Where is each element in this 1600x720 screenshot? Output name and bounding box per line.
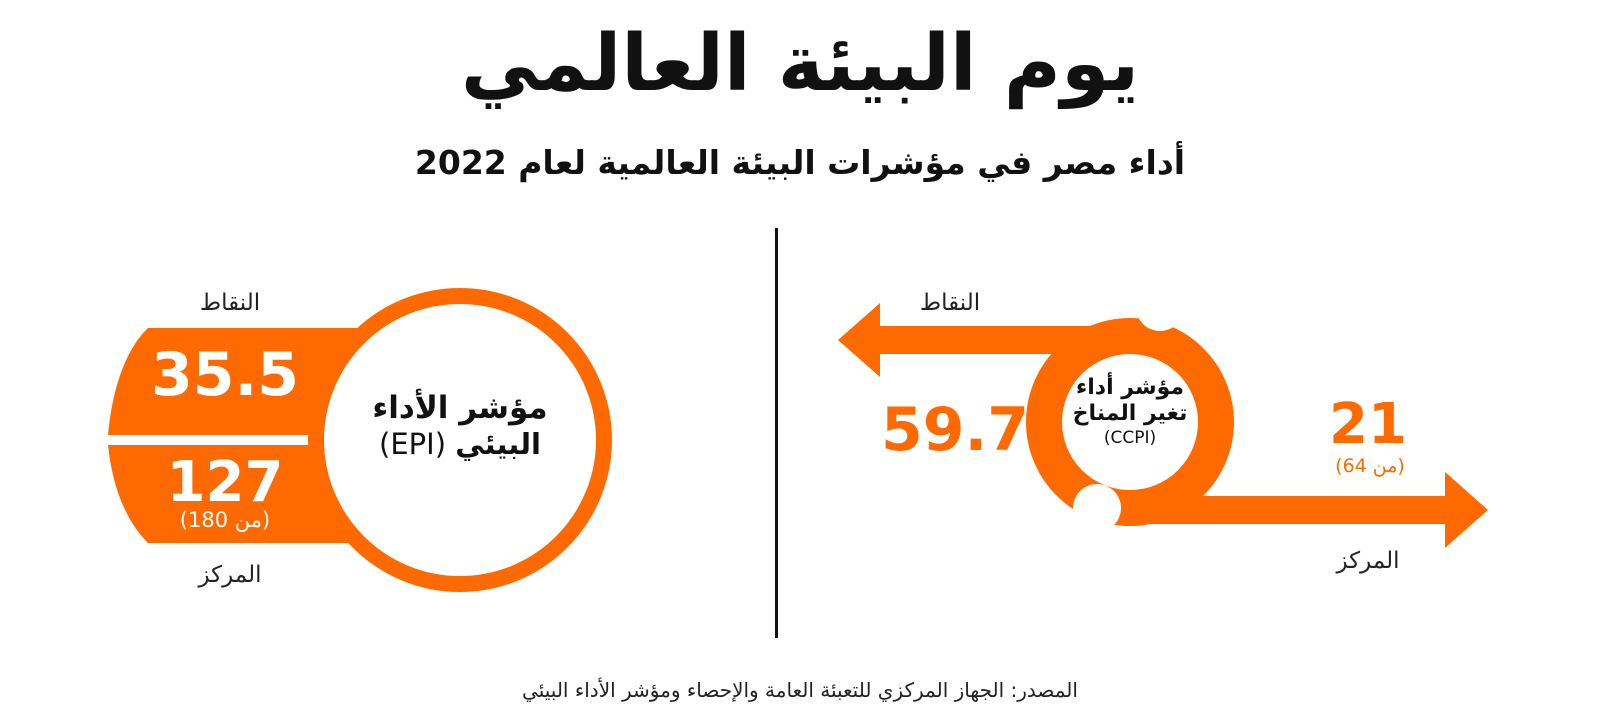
epi-score-label: النقاط: [199, 290, 261, 316]
ccpi-abbr: (CCPI): [1103, 427, 1157, 448]
ccpi-score-arrow: [838, 303, 1100, 377]
ccpi-name: مؤشر أداء تغير المناخ (CCPI): [1065, 375, 1195, 448]
ccpi-score-label: النقاط: [919, 290, 981, 316]
ccpi-rank-of: (من 64): [1335, 455, 1405, 477]
epi-rank-value: 127: [166, 450, 284, 515]
epi-score-value: 35.5: [150, 340, 300, 410]
epi-name: مؤشر الأداء البيئي (EPI): [350, 390, 570, 462]
page-subtitle: أداء مصر في مؤشرات البيئة العالمية لعام …: [414, 143, 1186, 182]
ccpi-score-value: 59.7: [880, 395, 1030, 465]
ccpi-rank-arrow: [1080, 472, 1488, 548]
epi-name-line2: البيئي (EPI): [350, 427, 570, 462]
page-title: يوم البيئة العالمي: [460, 19, 1140, 109]
ccpi-rank-value: 21: [1329, 392, 1407, 457]
ccpi-ring: [1026, 318, 1234, 526]
ccpi-name-line2: تغير المناخ: [1072, 401, 1188, 427]
ccpi-name-line1: مؤشر أداء: [1075, 375, 1184, 400]
epi-ring: [308, 288, 612, 592]
ccpi-rank-label: المركز: [1336, 548, 1400, 574]
epi-name-line1: مؤشر الأداء: [372, 390, 548, 426]
epi-name-word: البيئي: [455, 427, 541, 462]
source-note: المصدر: الجهاز المركزي للتعبئة العامة وا…: [522, 678, 1078, 702]
ccpi-ring-notch-top: [1136, 283, 1184, 331]
epi-abbr: (EPI): [379, 427, 447, 462]
ccpi-ring-notch-bottom: [1073, 484, 1121, 532]
epi-rank-label: المركز: [198, 562, 262, 588]
epi-rank-of: (من 180): [179, 508, 271, 532]
section-divider: [775, 228, 778, 638]
